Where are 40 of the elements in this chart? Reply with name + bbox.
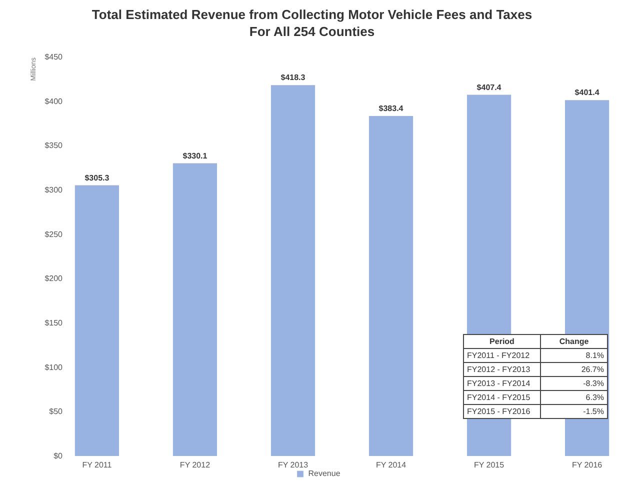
annotation: -1.5% bbox=[540, 404, 608, 418]
annotation: FY2015 - FY2016 bbox=[464, 404, 540, 418]
x-tick-label: FY 2015 bbox=[474, 460, 505, 470]
annotation: FY2011 - FY2012 bbox=[464, 348, 540, 362]
annotation: Period bbox=[464, 334, 540, 348]
data-label: $383.4 bbox=[378, 104, 404, 114]
annotation: 6.3% bbox=[540, 390, 608, 404]
x-tick-label: FY 2013 bbox=[278, 460, 309, 470]
y-tick-label: $450 bbox=[44, 52, 64, 62]
bar bbox=[368, 116, 414, 456]
annotation: 26.7% bbox=[540, 362, 608, 376]
y-tick-label: $50 bbox=[49, 407, 64, 416]
data-label: $418.3 bbox=[280, 73, 306, 82]
bar bbox=[74, 185, 120, 456]
y-tick-label: $0 bbox=[54, 452, 64, 460]
data-label: $401.4 bbox=[574, 88, 600, 98]
y-tick-label: $150 bbox=[44, 318, 64, 328]
y-tick-label: $300 bbox=[44, 186, 64, 194]
data-label: $305.3 bbox=[84, 173, 110, 182]
x-tick-label: FY 2012 bbox=[180, 460, 211, 470]
annotation: FY2014 - FY2015 bbox=[464, 390, 540, 404]
y-tick-label: $350 bbox=[44, 141, 64, 150]
legend-label: Revenue bbox=[308, 469, 341, 478]
chart-title: Total Estimated Revenue from Collecting Motor Vehicle Fees and Taxes For All 254 Counties bbox=[92, 7, 532, 39]
x-tick-label: FY 2011 bbox=[82, 460, 112, 470]
y-tick-label: $100 bbox=[44, 362, 64, 372]
data-label: $407.4 bbox=[476, 82, 502, 92]
y-tick-label: $200 bbox=[44, 274, 64, 284]
annotation: -8.3% bbox=[540, 376, 608, 390]
annotation: 8.1% bbox=[540, 348, 608, 362]
y-tick-label: $250 bbox=[44, 230, 64, 239]
annotation: FY2013 - FY2014 bbox=[464, 376, 540, 390]
data-label: $330.1 bbox=[182, 151, 208, 160]
bar bbox=[172, 163, 218, 456]
x-tick-label: FY 2016 bbox=[572, 460, 603, 470]
annotation: Change bbox=[540, 334, 608, 348]
bar bbox=[270, 85, 316, 456]
x-tick-label: FY 2014 bbox=[376, 460, 407, 470]
y-tick-label: $400 bbox=[44, 96, 64, 106]
annotation: FY2012 - FY2013 bbox=[464, 362, 540, 376]
